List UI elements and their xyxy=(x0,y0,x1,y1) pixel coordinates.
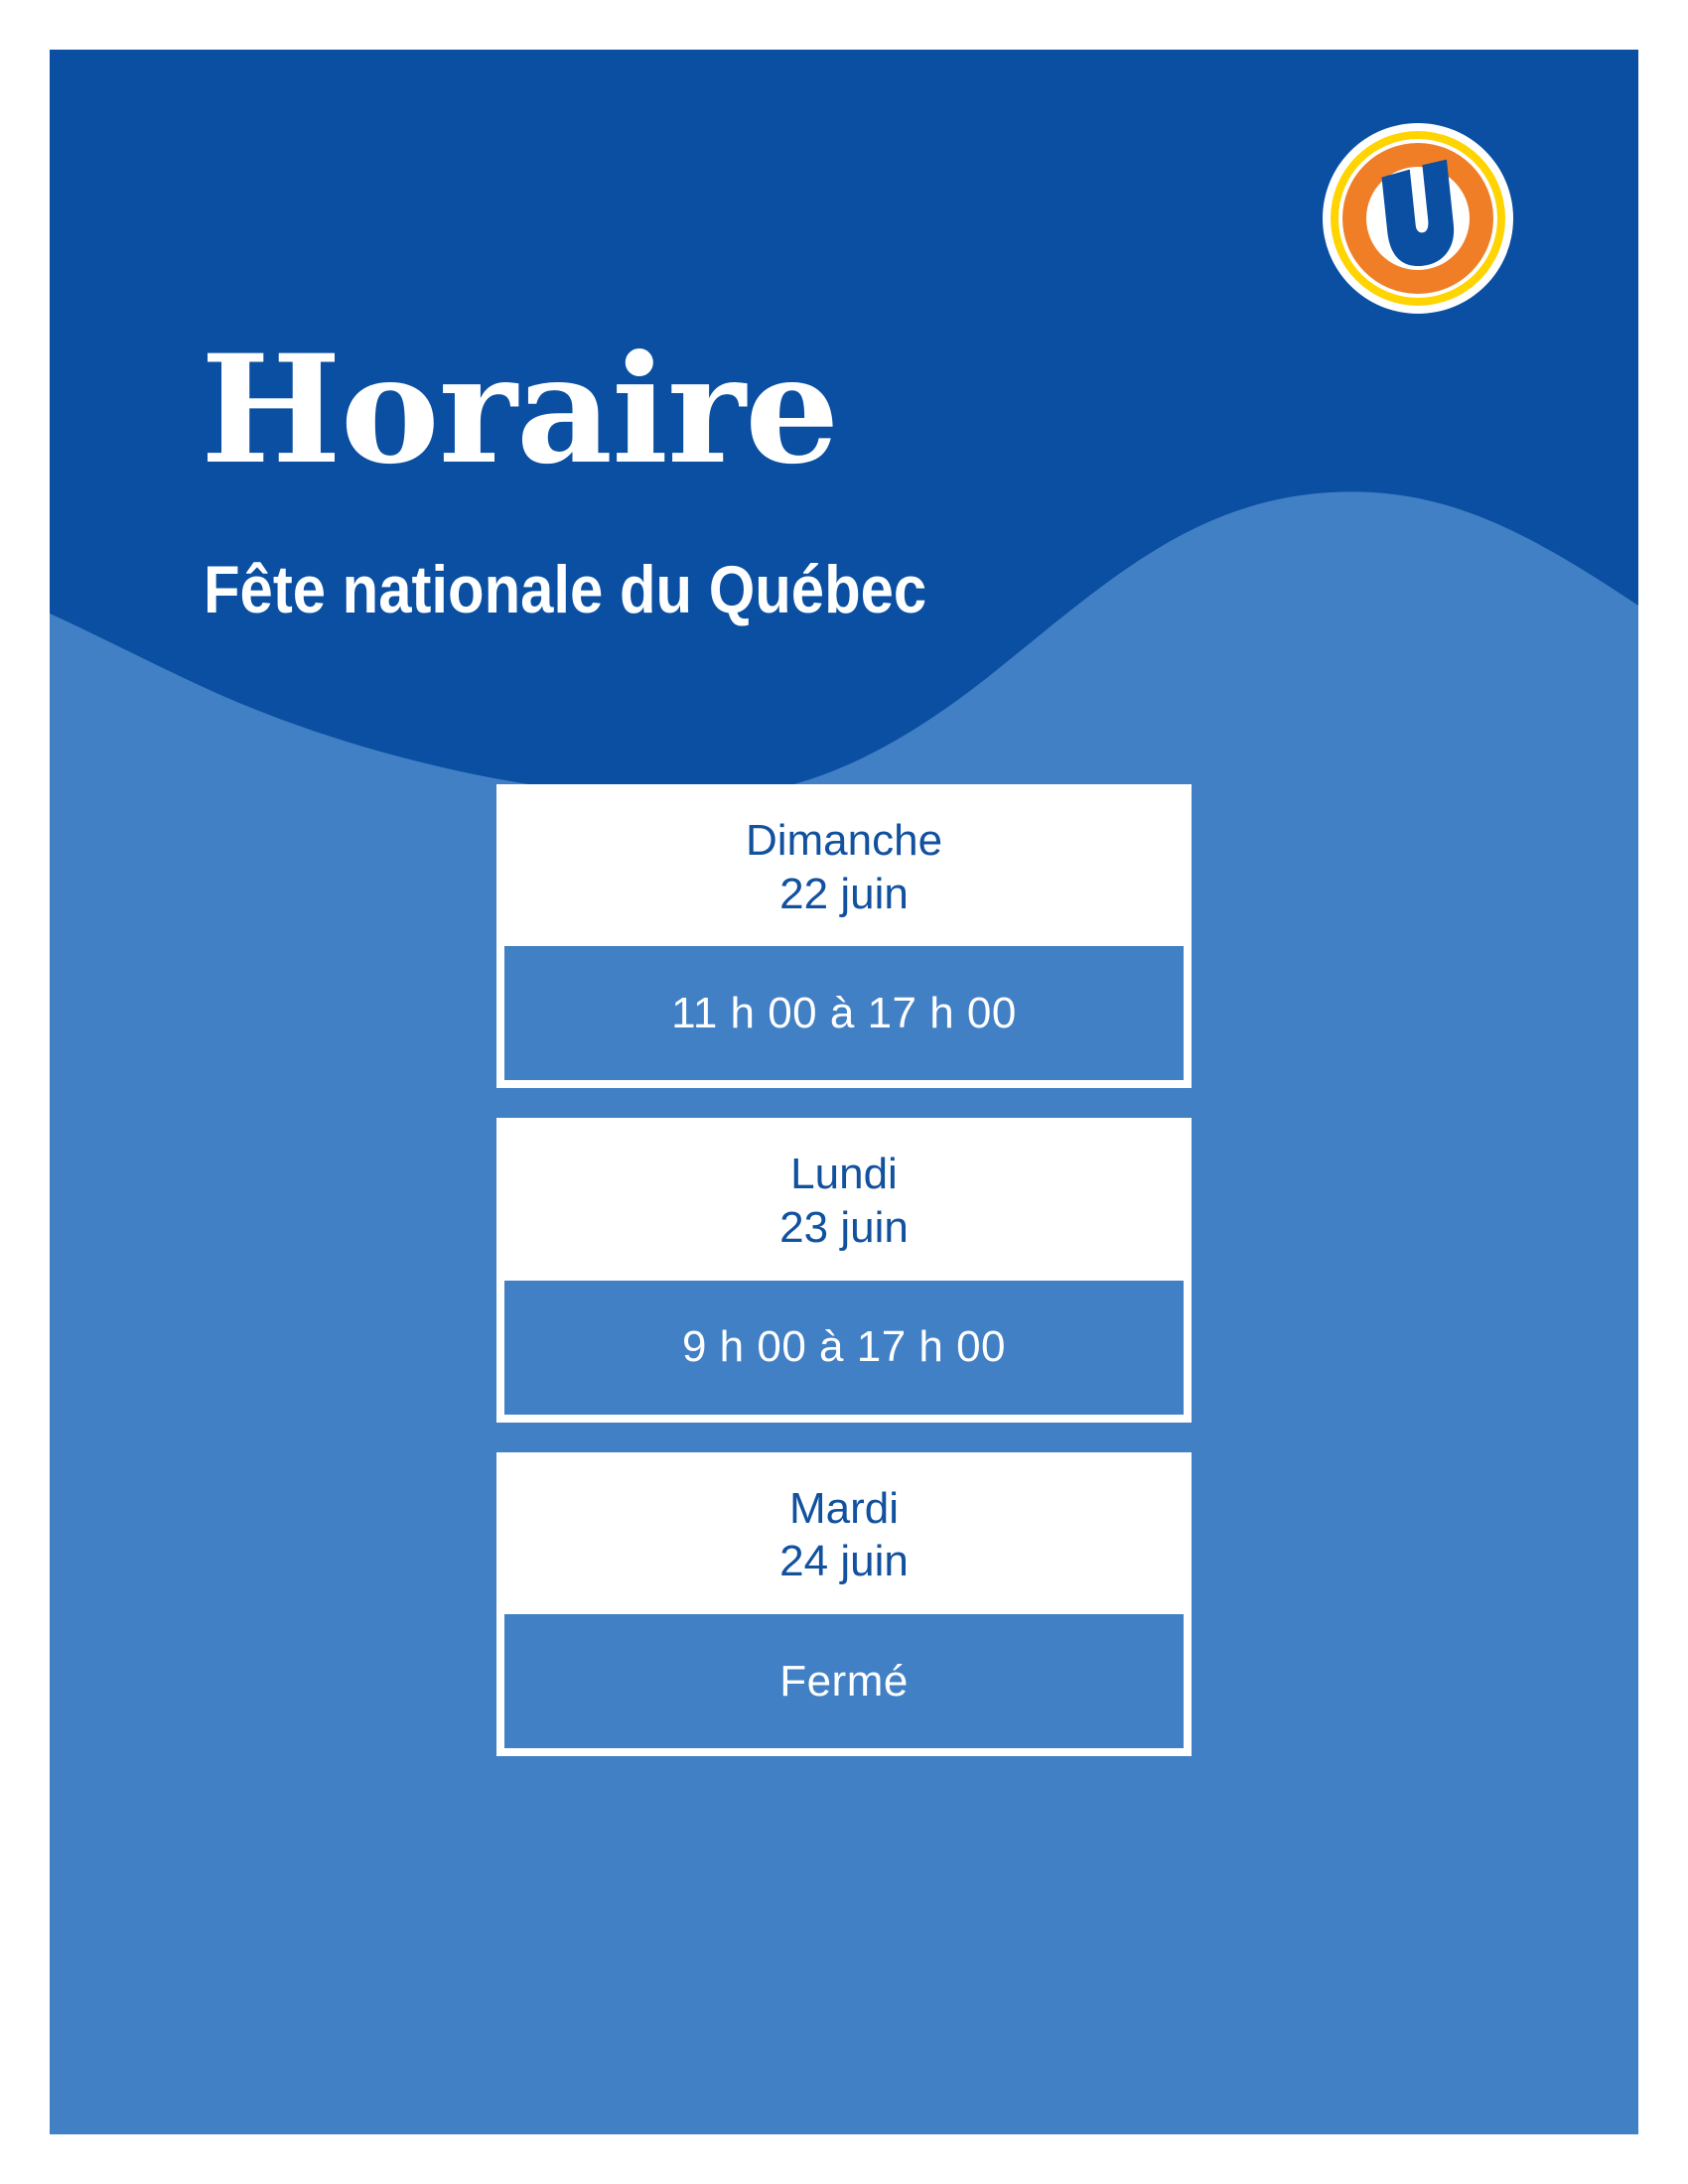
opening-hours-label: 9 h 00 à 17 h 00 xyxy=(504,1280,1184,1415)
poster-header xyxy=(50,50,1638,804)
page-title: Horaire xyxy=(201,323,839,497)
schedule-card: Lundi 23 juin 9 h 00 à 17 h 00 xyxy=(496,1118,1192,1423)
day-of-week-label: Lundi xyxy=(790,1150,898,1199)
date-label: 24 juin xyxy=(779,1537,909,1586)
day-of-week-label: Dimanche xyxy=(745,816,943,865)
day-of-week-label: Mardi xyxy=(788,1483,900,1533)
schedule-card-hours-frame: 11 h 00 à 17 h 00 xyxy=(496,946,1192,1088)
schedule-card-hours-frame: 9 h 00 à 17 h 00 xyxy=(496,1280,1192,1423)
schedule-card-date-block: Lundi 23 juin xyxy=(496,1118,1192,1280)
schedule-card-hours-frame: Fermé xyxy=(496,1614,1192,1756)
date-label: 23 juin xyxy=(779,1203,909,1253)
universite-du-quebec-logo-icon xyxy=(1321,121,1515,316)
schedule-card: Mardi 24 juin Fermé xyxy=(496,1451,1192,1757)
schedule-card-date-block: Dimanche 22 juin xyxy=(496,784,1192,946)
page-subtitle: Fête nationale du Québec xyxy=(204,552,927,627)
schedule-card: Dimanche 22 juin 11 h 00 à 17 h 00 xyxy=(496,784,1192,1089)
schedule-poster: Horaire Fête nationale du Québec Dimanch… xyxy=(50,50,1638,2134)
schedule-card-list: Dimanche 22 juin 11 h 00 à 17 h 00 Lundi… xyxy=(496,784,1192,1757)
closed-status-label: Fermé xyxy=(504,1614,1184,1749)
opening-hours-label: 11 h 00 à 17 h 00 xyxy=(504,946,1184,1081)
schedule-card-date-block: Mardi 24 juin xyxy=(496,1452,1192,1614)
header-wave-shape xyxy=(50,50,1638,798)
date-label: 22 juin xyxy=(779,869,909,918)
